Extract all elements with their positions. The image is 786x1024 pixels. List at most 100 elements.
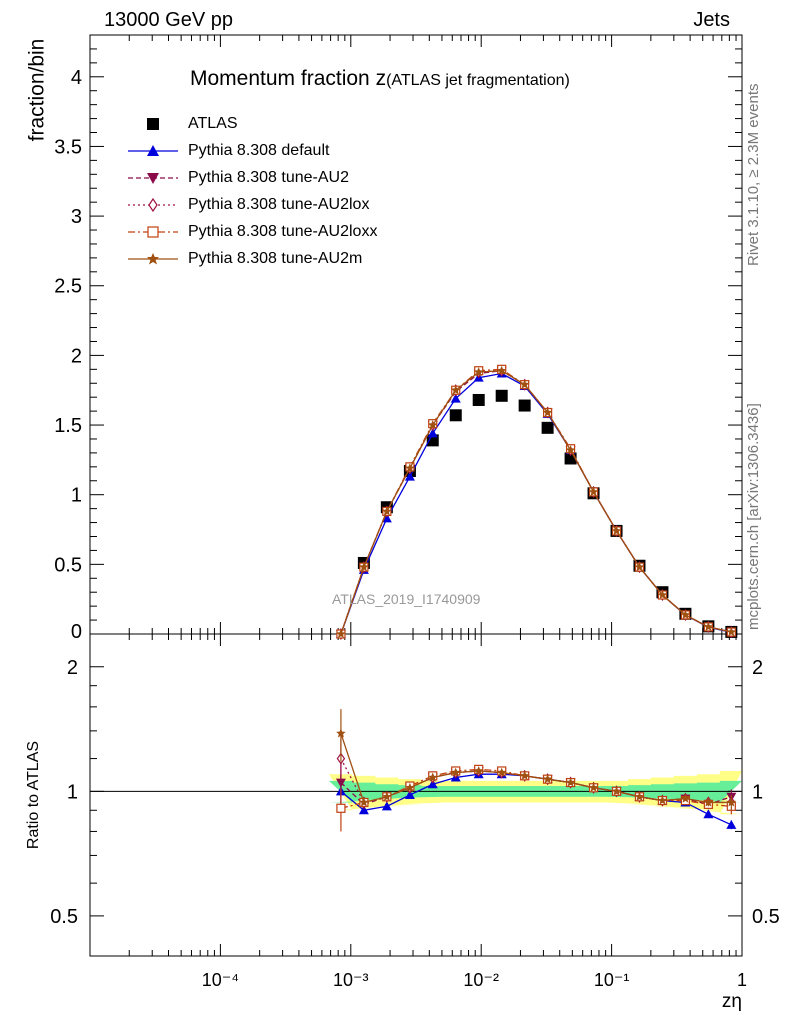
legend-label-au2m: Pythia 8.308 tune-AU2m: [188, 250, 363, 267]
legend-label-au2: Pythia 8.308 tune-AU2: [188, 169, 349, 186]
mcplots-label: mcplots.cern.ch [arXiv:1306.3436]: [745, 403, 762, 630]
legend-label-atlas: ATLAS: [188, 115, 238, 132]
x-tick-label: 10⁻¹: [594, 970, 630, 990]
x-tick-label: 10⁻³: [333, 970, 369, 990]
ratio-point-AU2m: [565, 777, 576, 787]
legend-marker-au2m: [128, 253, 178, 265]
data-point-ATLAS: [541, 421, 554, 434]
data-point-AU2m: [588, 486, 599, 496]
legend-marker-au2: [128, 173, 178, 184]
y-tick-label: 0.5: [54, 554, 82, 576]
data-point-ATLAS: [472, 393, 485, 406]
ratio-point-AU2m: [359, 797, 369, 807]
ratio-y-tick-label: 1: [67, 781, 78, 803]
ratio-point-AU2m: [451, 767, 461, 777]
ratio-point-AU2m: [474, 766, 484, 775]
chart-title: Momentum fraction z(ATLAS jet fragmentat…: [190, 67, 570, 91]
ratio-point-AU2m: [611, 786, 622, 796]
y-tick-label: 1.5: [54, 415, 82, 437]
y-tick-label: 1: [71, 485, 82, 507]
data-point-AU2m: [474, 367, 484, 377]
y-tick-label: 4: [71, 67, 82, 89]
data-point-AU2m: [565, 445, 576, 455]
ratio-y-tick-label-right: 1: [752, 781, 763, 803]
data-point-AU2m: [496, 365, 507, 375]
x-tick-label: 10⁻²: [463, 970, 499, 990]
legend-label-default: Pythia 8.308 default: [188, 142, 330, 159]
ratio-point-AU2m: [519, 770, 530, 780]
data-point-default: [404, 471, 415, 481]
legend-label-au2lox: Pythia 8.308 tune-AU2lox: [188, 196, 370, 213]
data-point-ATLAS: [495, 389, 508, 402]
data-point-AU2m: [405, 463, 415, 473]
y-tick-label: 3.5: [54, 136, 82, 158]
ratio-point-AU2m: [542, 774, 553, 784]
header-right: Jets: [693, 9, 730, 31]
y-axis-label: fraction/bin: [26, 39, 49, 142]
y-tick-label: 0: [71, 621, 82, 643]
legend-marker-atlas: [147, 118, 159, 130]
x-axis-label: zη: [722, 991, 742, 1012]
ratio-y-tick-label-right: 2: [752, 657, 763, 679]
chart-title-main: Momentum fraction z: [190, 67, 387, 90]
ratio-point-AU2m: [428, 772, 438, 782]
data-point-AU2m: [451, 385, 461, 395]
ratio-point-default: [358, 805, 369, 815]
ratio-point-AU2: [335, 778, 346, 788]
legend-marker-default: [128, 145, 178, 156]
data-point-AU2m: [634, 562, 645, 572]
data-point-AU2m: [542, 407, 553, 417]
data-point-default: [381, 513, 392, 523]
x-tick-label: 10⁻⁴: [202, 970, 239, 990]
ratio-y-tick-label: 2: [67, 657, 78, 679]
ratio-point-AU2m: [336, 728, 346, 738]
series-line-AU2m: [340, 370, 732, 635]
analysis-watermark: ATLAS_2019_I1740909: [332, 591, 481, 607]
ratio-y-axis-label: Ratio to ATLAS: [25, 741, 42, 849]
y-tick-label: 3: [71, 206, 82, 228]
x-tick-label: 1: [737, 970, 747, 990]
y-tick-label: 2: [71, 345, 82, 367]
data-point-AU2m: [359, 562, 369, 572]
ratio-point-AU2m: [703, 797, 714, 807]
ratio-point-AU2m: [405, 782, 415, 792]
chart-title-sub: (ATLAS jet fragmentation): [386, 72, 570, 89]
ratio-point-AU2m: [726, 797, 737, 807]
ratio-point-AU2m: [382, 791, 392, 801]
rivet-label: Rivet 3.1.10, ≥ 2.3M events: [745, 83, 762, 267]
ratio-plot-frame: [89, 633, 743, 957]
header-left: 13000 GeV pp: [104, 9, 233, 31]
ratio-point-AU2m: [657, 795, 668, 805]
ratio-point-default: [726, 819, 737, 829]
ratio-point-default: [427, 779, 438, 789]
ratio-line-AU2m: [340, 733, 732, 804]
data-point-default: [427, 428, 438, 438]
ratio-point-AU2m: [496, 767, 507, 777]
data-point-AU2m: [519, 379, 530, 389]
data-point-AU2m: [611, 525, 622, 535]
data-point-AU2m: [382, 506, 392, 516]
data-point-ATLAS: [518, 399, 531, 412]
ratio-y-tick-label: 0.5: [50, 906, 78, 928]
ratio-y-tick-label-right: 0.5: [752, 906, 780, 928]
data-point-AU2m: [428, 420, 438, 430]
ratio-point-AU2m: [588, 782, 599, 792]
ratio-point-default: [703, 809, 714, 819]
data-point-AU2m: [336, 629, 346, 638]
ratio-point-AU2loxx: [336, 803, 346, 813]
ratio-point-AU2m: [634, 791, 645, 801]
legend-marker-au2loxx: [128, 226, 178, 238]
ratio-point-AU2m: [680, 793, 691, 803]
legend-marker-au2lox: [128, 197, 178, 213]
ratio-point-default: [381, 801, 392, 811]
data-point-AU2m: [726, 627, 737, 637]
legend-label-au2loxx: Pythia 8.308 tune-AU2loxx: [188, 223, 378, 240]
data-point-default: [450, 393, 461, 403]
data-point-ATLAS: [449, 409, 462, 422]
data-point-AU2m: [703, 621, 714, 631]
y-tick-label: 2.5: [54, 276, 82, 298]
ratio-point-default: [404, 789, 415, 799]
data-point-AU2m: [680, 609, 691, 619]
data-point-AU2m: [657, 590, 668, 599]
